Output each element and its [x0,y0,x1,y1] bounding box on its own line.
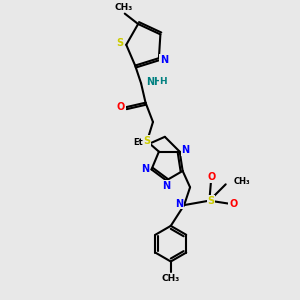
Text: NH: NH [146,77,163,87]
Text: S: S [143,136,150,146]
Text: N: N [182,145,190,155]
Text: O: O [207,172,216,182]
Text: O: O [117,102,125,112]
Text: S: S [207,196,214,206]
Text: N: N [175,199,183,208]
Text: S: S [116,38,123,48]
Text: Et: Et [133,138,142,147]
Text: CH₃: CH₃ [114,3,132,12]
Text: N: N [160,55,168,64]
Text: CH₃: CH₃ [233,177,250,186]
Text: CH₃: CH₃ [162,274,180,283]
Text: H: H [160,77,167,86]
Text: N: N [142,164,150,175]
Text: N: N [162,181,170,191]
Text: O: O [229,199,237,208]
